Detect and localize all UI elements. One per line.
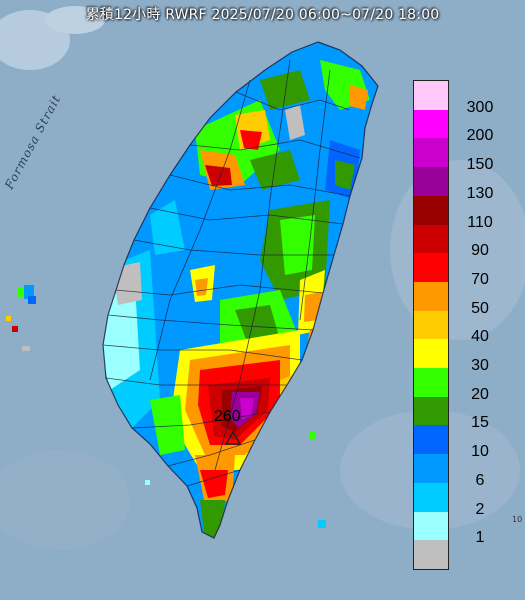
legend-swatch: [414, 540, 448, 569]
legend-label: 90: [471, 242, 489, 260]
legend-label: 6: [475, 471, 485, 489]
legend-swatch: [414, 81, 448, 110]
legend-label: 15: [471, 414, 489, 432]
legend-swatch: [414, 224, 448, 254]
rainfall-legend-labels: 300 200 150 130 110 90 70 50 40 30 20 15 10 6 2 1: [450, 99, 510, 558]
offshore-islands: [6, 285, 326, 528]
legend-label: 70: [471, 270, 489, 288]
peak-marker-icon: [224, 430, 242, 445]
peak-rainfall-value: 260: [214, 408, 241, 425]
legend-swatch: [414, 482, 448, 512]
district-boundaries: [102, 41, 379, 539]
legend-label: 2: [475, 500, 485, 518]
legend-label: 150: [466, 156, 494, 174]
legend-label: 300: [466, 98, 494, 116]
map-title: 累積12小時 RWRF 2025/07/20 06:00~07/20 18:00: [85, 7, 440, 23]
legend-swatch: [414, 195, 448, 225]
legend-swatch: [414, 167, 448, 196]
legend-swatch: [414, 281, 448, 311]
legend-label: 200: [466, 127, 494, 145]
legend-swatch: [414, 454, 448, 483]
legend-label: 130: [466, 184, 494, 202]
legend-swatch: [414, 511, 448, 541]
legend-swatch: [414, 109, 448, 139]
legend-label: 110: [467, 213, 493, 231]
legend-swatch: [414, 339, 448, 369]
rainfall-legend: [413, 80, 449, 570]
legend-label: 20: [471, 385, 489, 403]
legend-swatch: [414, 310, 448, 340]
legend-label: 30: [471, 357, 489, 375]
legend-label: 10: [471, 443, 489, 461]
legend-swatch: [414, 425, 448, 455]
legend-label: 40: [471, 328, 489, 346]
legend-swatch: [414, 253, 448, 282]
legend-label: 1: [475, 529, 485, 547]
legend-swatch: [414, 396, 448, 426]
legend-swatch: [414, 368, 448, 397]
corner-mark: 10: [512, 515, 523, 524]
legend-label: 50: [471, 299, 489, 317]
legend-swatch: [414, 138, 448, 168]
